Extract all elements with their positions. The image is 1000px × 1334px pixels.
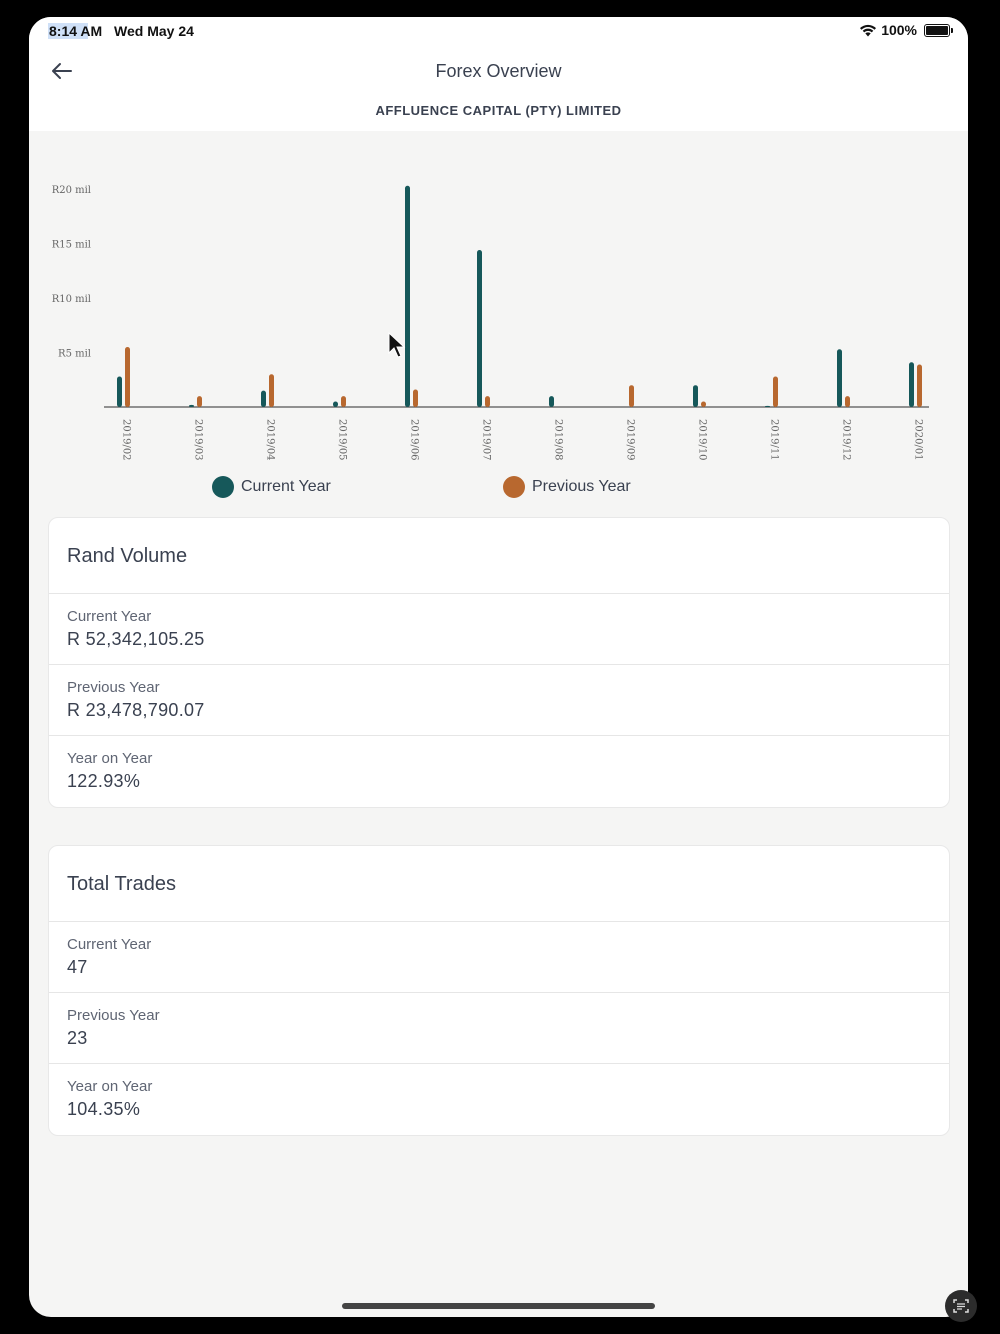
- x-tick-label: 2019/08: [553, 419, 564, 461]
- stat-value: R 23,478,790.07: [67, 700, 205, 720]
- app-screen: 8:14 AM Wed May 24 100% Forex Overview A…: [29, 17, 968, 1317]
- rand-volume-card: Rand Volume Current Year R 52,342,105.25…: [48, 517, 950, 808]
- bar-previous-year[interactable]: [269, 374, 274, 407]
- x-tick-label: 2019/10: [697, 419, 708, 461]
- legend-dot-previous: [503, 476, 525, 498]
- bar-current-year[interactable]: [693, 385, 698, 407]
- stat-label: Year on Year: [67, 1078, 153, 1095]
- bar-current-year[interactable]: [909, 362, 914, 407]
- legend-label-current: Current Year: [241, 478, 331, 495]
- x-tick-label: 2019/04: [265, 419, 276, 461]
- x-tick-label: 2020/01: [913, 419, 924, 461]
- bar-current-year[interactable]: [189, 404, 194, 407]
- bar-current-year[interactable]: [333, 401, 338, 407]
- y-tick-label: R5 mil: [58, 349, 91, 360]
- x-tick-label: 2019/12: [841, 419, 852, 461]
- stat-row: Previous Year R 23,478,790.07: [49, 665, 949, 736]
- status-time: 8:14 AM: [48, 23, 104, 39]
- stat-label: Previous Year: [67, 679, 160, 696]
- company-name: AFFLUENCE CAPITAL (PTY) LIMITED: [375, 103, 622, 118]
- stat-row: Year on Year 104.35%: [49, 1064, 949, 1135]
- wifi-icon: [860, 24, 877, 36]
- bar-current-year[interactable]: [549, 396, 554, 407]
- stat-label: Current Year: [67, 936, 152, 953]
- back-button[interactable]: [47, 59, 77, 83]
- x-tick-label: 2019/07: [481, 419, 492, 461]
- bar-previous-year[interactable]: [197, 396, 202, 407]
- total-trades-card: Total Trades Current Year 47 Previous Ye…: [48, 845, 950, 1136]
- stat-label: Current Year: [67, 608, 152, 625]
- stat-row: Year on Year 122.93%: [49, 736, 949, 807]
- bar-current-year[interactable]: [837, 349, 842, 407]
- bar-previous-year[interactable]: [629, 385, 634, 407]
- bar-previous-year[interactable]: [485, 396, 490, 407]
- y-tick-label: R10 mil: [52, 294, 91, 305]
- card-title: Rand Volume: [49, 518, 949, 594]
- battery-icon: [924, 23, 953, 37]
- stat-row: Current Year 47: [49, 922, 949, 993]
- bar-previous-year[interactable]: [341, 396, 346, 407]
- stat-row: Previous Year 23: [49, 993, 949, 1064]
- x-tick-label: 2019/06: [409, 419, 420, 461]
- bar-current-year[interactable]: [765, 405, 770, 407]
- status-bar: 8:14 AM Wed May 24 100%: [29, 17, 968, 45]
- bar-current-year[interactable]: [117, 376, 122, 407]
- stat-value: 47: [67, 957, 88, 977]
- header: Forex Overview AFFLUENCE CAPITAL (PTY) L…: [29, 45, 968, 131]
- bar-previous-year[interactable]: [125, 347, 130, 407]
- page-title: Forex Overview: [435, 61, 562, 81]
- bar-current-year[interactable]: [405, 185, 410, 407]
- battery-percent: 100%: [881, 22, 917, 38]
- home-indicator[interactable]: [342, 1303, 655, 1309]
- bar-previous-year[interactable]: [413, 389, 418, 407]
- bar-previous-year[interactable]: [845, 396, 850, 407]
- stat-row: Current Year R 52,342,105.25: [49, 594, 949, 665]
- live-text-button[interactable]: [945, 1290, 977, 1322]
- mouse-cursor-icon: [388, 331, 406, 358]
- x-tick-label: 2019/05: [337, 419, 348, 461]
- legend-current-year[interactable]: Current Year: [212, 475, 331, 499]
- stat-value: 122.93%: [67, 771, 141, 791]
- bar-previous-year[interactable]: [773, 376, 778, 407]
- y-tick-label: R15 mil: [52, 240, 91, 251]
- status-indicators: 100%: [859, 22, 953, 38]
- bar-current-year[interactable]: [477, 250, 482, 407]
- legend-label-previous: Previous Year: [532, 478, 631, 495]
- x-tick-label: 2019/11: [769, 419, 780, 461]
- legend-previous-year[interactable]: Previous Year: [503, 475, 631, 499]
- bar-previous-year[interactable]: [701, 401, 706, 407]
- y-tick-label: R20 mil: [52, 185, 91, 196]
- bar-current-year[interactable]: [261, 390, 266, 407]
- stat-label: Year on Year: [67, 750, 153, 767]
- x-tick-label: 2019/02: [121, 419, 132, 461]
- card-title: Total Trades: [49, 846, 949, 922]
- stat-value: R 52,342,105.25: [67, 629, 205, 649]
- x-tick-label: 2019/09: [625, 419, 636, 461]
- scan-text-icon: [953, 1299, 969, 1313]
- stat-label: Previous Year: [67, 1007, 160, 1024]
- stat-value: 23: [67, 1028, 88, 1048]
- x-tick-label: 2019/03: [193, 419, 204, 461]
- status-date: Wed May 24: [114, 23, 194, 39]
- bar-previous-year[interactable]: [917, 364, 922, 407]
- arrow-left-icon: [52, 63, 72, 79]
- bar-chart: R5 mil R10 mil R15 mil R20 mil 2019/02 2019/0…: [52, 185, 929, 461]
- legend-dot-current: [212, 476, 234, 498]
- stat-value: 104.35%: [67, 1099, 141, 1119]
